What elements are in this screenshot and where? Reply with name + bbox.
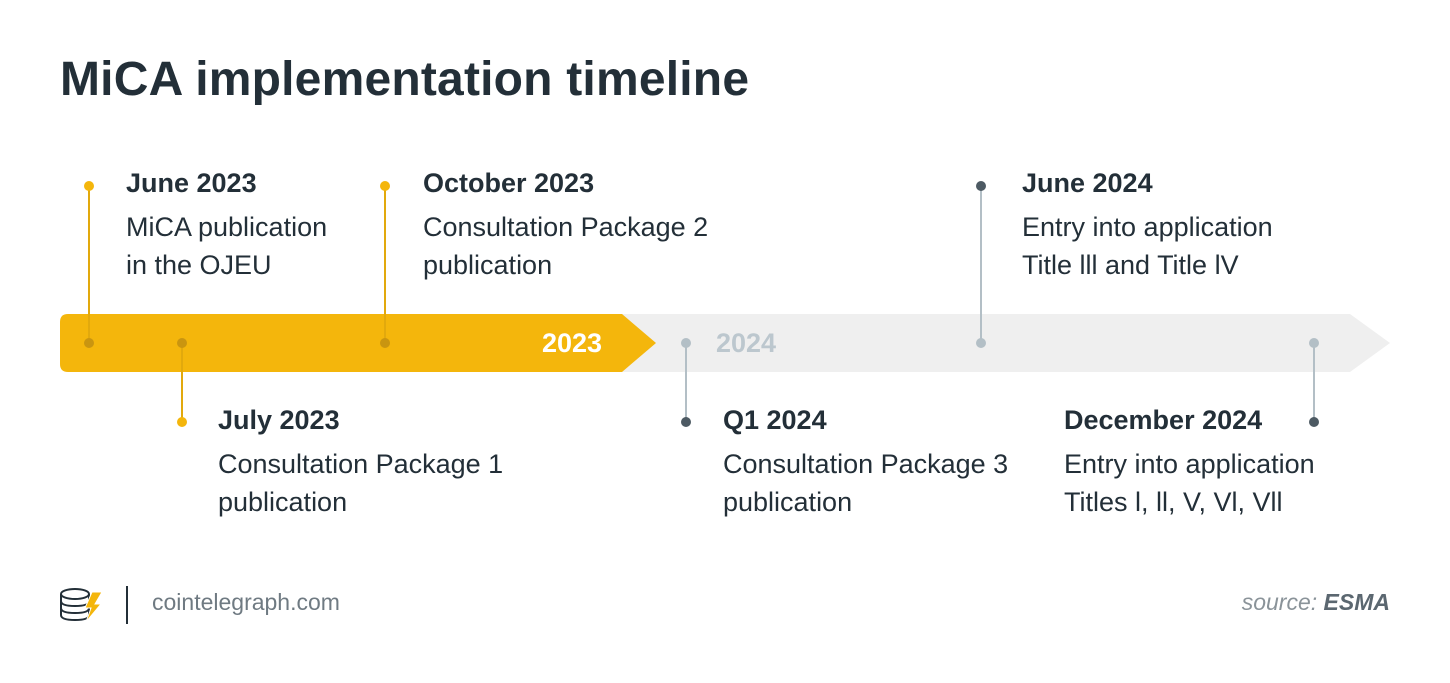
- event-description: Entry into application Title lll and Tit…: [1022, 208, 1273, 284]
- event-description: Entry into application Titles l, ll, V, …: [1064, 445, 1315, 521]
- marker-bottom-december-2024: [1309, 417, 1319, 427]
- event-june-2023: June 2023 MiCA publication in the OJEU: [126, 166, 327, 284]
- event-date: June 2023: [126, 168, 257, 198]
- event-description: Consultation Package 3 publication: [723, 445, 1008, 521]
- footer-site: cointelegraph.com: [152, 589, 340, 615]
- marker-bar-q1-2024: [681, 338, 691, 348]
- event-description-line: Consultation Package 3: [723, 449, 1009, 479]
- event-description-line: publication: [218, 487, 348, 517]
- stem-june-2023: [88, 186, 90, 343]
- event-description-line: MiCA publication: [126, 212, 328, 242]
- event-description-line: Titles l, ll, V, Vl, Vll: [1064, 487, 1283, 517]
- timeline-track-2024: [620, 314, 1390, 372]
- stem-october-2023: [384, 186, 386, 343]
- footer-source: source: ESMA: [1242, 589, 1390, 616]
- page-title: MiCA implementation timeline: [60, 53, 750, 106]
- marker-bottom-q1-2024: [681, 417, 691, 427]
- event-description-line: Entry into application: [1064, 449, 1315, 479]
- source-name: ESMA: [1323, 589, 1390, 615]
- event-date: October 2023: [423, 168, 595, 198]
- marker-top-june-2023: [84, 181, 94, 191]
- event-description-line: Consultation Package 1: [218, 449, 504, 479]
- stem-q1-2024: [685, 343, 687, 422]
- year-label-2024: 2024: [716, 328, 777, 358]
- stem-july-2023: [181, 343, 183, 422]
- stem-june-2024: [980, 186, 982, 343]
- event-description-line: Entry into application: [1022, 212, 1273, 242]
- event-july-2023: July 2023 Consultation Package 1 publica…: [218, 403, 503, 521]
- event-description-line: Consultation Package 2: [423, 212, 709, 242]
- marker-bar-october-2023: [380, 338, 390, 348]
- year-label-2023: 2023: [542, 328, 603, 358]
- marker-bar-june-2023: [84, 338, 94, 348]
- timeline-segment-2023: [60, 314, 656, 372]
- footer-divider: [126, 586, 128, 624]
- marker-top-june-2024: [976, 181, 986, 191]
- event-june-2024: June 2024 Entry into application Title l…: [1022, 166, 1273, 284]
- marker-bar-june-2024: [976, 338, 986, 348]
- event-description: Consultation Package 1 publication: [218, 445, 503, 521]
- marker-bar-july-2023: [177, 338, 187, 348]
- event-date: Q1 2024: [723, 405, 827, 435]
- marker-top-october-2023: [380, 181, 390, 191]
- source-label: source:: [1241, 589, 1318, 615]
- event-description: MiCA publication in the OJEU: [126, 208, 327, 284]
- event-date: December 2024: [1064, 405, 1263, 435]
- event-description-line: publication: [423, 250, 553, 280]
- stem-december-2024: [1313, 343, 1315, 422]
- event-q1-2024: Q1 2024 Consultation Package 3 publicati…: [723, 403, 1008, 521]
- event-december-2024: December 2024 Entry into application Tit…: [1064, 403, 1315, 521]
- event-description: Consultation Package 2 publication: [423, 208, 708, 284]
- event-description-line: in the OJEU: [126, 250, 272, 280]
- marker-bottom-july-2023: [177, 417, 187, 427]
- event-october-2023: October 2023 Consultation Package 2 publ…: [423, 166, 708, 284]
- cointelegraph-logo-icon: [60, 588, 103, 623]
- event-description-line: publication: [723, 487, 853, 517]
- event-date: July 2023: [218, 405, 340, 435]
- event-description-line: Title lll and Title lV: [1022, 250, 1239, 280]
- event-date: June 2024: [1022, 168, 1153, 198]
- marker-bar-december-2024: [1309, 338, 1319, 348]
